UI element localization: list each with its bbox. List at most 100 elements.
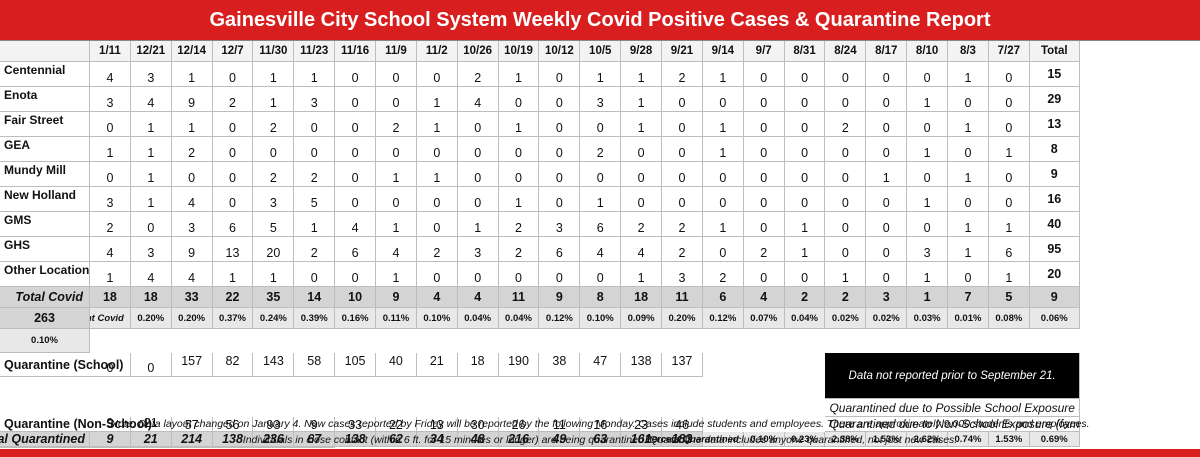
percent-quarantined-cell: 0.74% bbox=[948, 432, 989, 447]
quarantine-school-cell: 58 bbox=[294, 353, 336, 377]
percent-quarantined-cell: 1.53% bbox=[988, 432, 1030, 447]
total-covid-cell: 1 bbox=[907, 287, 949, 308]
case-cell: 4 bbox=[90, 237, 131, 262]
case-cell: 0 bbox=[825, 237, 867, 262]
percent-quarantined-cell: 0.38% bbox=[0, 447, 90, 448]
case-cell: 1 bbox=[253, 87, 295, 112]
quarantine-school-cell: 190 bbox=[498, 353, 540, 377]
quarantine-nonschool-cell: 46 bbox=[662, 417, 703, 432]
case-cell: 6 bbox=[212, 212, 254, 237]
case-cell: 4 bbox=[457, 87, 499, 112]
percent-quarantined-cell: 0.69% bbox=[1029, 432, 1080, 447]
case-cell: 4 bbox=[376, 237, 417, 262]
quarantine-school-cell: 143 bbox=[253, 353, 295, 377]
case-cell: 1 bbox=[784, 212, 826, 237]
percent-covid-cell: 0.20% bbox=[171, 308, 213, 329]
case-cell: 2 bbox=[171, 137, 213, 162]
case-cell: 0 bbox=[743, 112, 785, 137]
percent-covid-cell: 0.04% bbox=[784, 308, 826, 329]
case-cell: 1 bbox=[948, 237, 989, 262]
case-cell: 9 bbox=[171, 237, 213, 262]
case-cell: 1 bbox=[988, 262, 1030, 287]
case-cell: 0 bbox=[416, 262, 458, 287]
case-cell: 0 bbox=[539, 262, 581, 287]
case-cell: 0 bbox=[662, 187, 703, 212]
case-cell: 0 bbox=[539, 87, 581, 112]
week-header: 8/10 bbox=[907, 41, 949, 62]
percent-covid-cell: 0.10% bbox=[416, 308, 458, 329]
note-line-1: Note: Data layout changed on January 4. … bbox=[110, 418, 1090, 430]
case-cell: 0 bbox=[335, 162, 377, 187]
week-header: 12/21 bbox=[130, 41, 172, 62]
case-cell: 0 bbox=[335, 87, 377, 112]
case-cell: 1 bbox=[498, 187, 540, 212]
case-cell: 2 bbox=[662, 62, 703, 87]
case-cell: 0 bbox=[988, 187, 1030, 212]
case-cell: 1 bbox=[294, 212, 336, 237]
case-cell: 1 bbox=[580, 62, 622, 87]
case-cell: 0 bbox=[743, 212, 785, 237]
quarantine-school-cell: 138 bbox=[621, 353, 663, 377]
week-header: 11/2 bbox=[416, 41, 458, 62]
case-cell: 0 bbox=[539, 112, 581, 137]
percent-quarantined-cell: 2.38% bbox=[825, 432, 867, 447]
case-cell: 0 bbox=[212, 162, 254, 187]
quarantine-nonschool-cell: 23 bbox=[621, 417, 663, 432]
case-cell: 0 bbox=[784, 262, 826, 287]
week-header: 11/30 bbox=[253, 41, 295, 62]
case-cell: 0 bbox=[294, 262, 336, 287]
school-name: New Holland bbox=[0, 187, 90, 212]
case-cell: 1 bbox=[130, 162, 172, 187]
total-quarantined-cell: 63 bbox=[580, 432, 622, 447]
case-cell: 0 bbox=[743, 87, 785, 112]
total-quarantined-cell: 183 bbox=[662, 432, 703, 447]
case-cell: 0 bbox=[498, 87, 540, 112]
case-cell: 0 bbox=[662, 137, 703, 162]
total-covid-cell: 9 bbox=[376, 287, 417, 308]
case-cell: 0 bbox=[907, 162, 949, 187]
case-cell: 3 bbox=[171, 212, 213, 237]
total-header: Total bbox=[1029, 41, 1080, 62]
quarantine-school-cell: 137 bbox=[662, 353, 703, 377]
case-cell: 0 bbox=[866, 87, 908, 112]
case-cell: 0 bbox=[376, 137, 417, 162]
percent-covid-cell: 0.04% bbox=[498, 308, 540, 329]
percent-covid-cell: 0.03% bbox=[907, 308, 949, 329]
quarantine-nonschool-cell: 16 bbox=[580, 417, 622, 432]
week-header: 12/14 bbox=[171, 41, 213, 62]
case-cell: 0 bbox=[825, 162, 867, 187]
case-cell: 0 bbox=[662, 87, 703, 112]
case-cell: 0 bbox=[212, 137, 254, 162]
percent-covid-cell: 0.07% bbox=[743, 308, 785, 329]
quarantine-nonschool-cell: 57 bbox=[171, 417, 213, 432]
case-cell: 0 bbox=[988, 112, 1030, 137]
school-name: GMS bbox=[0, 212, 90, 237]
case-cell: 0 bbox=[825, 212, 867, 237]
percent-quarantined-cell: 1.79% bbox=[253, 447, 295, 448]
case-cell: 0 bbox=[948, 137, 989, 162]
total-covid-cell: 22 bbox=[212, 287, 254, 308]
case-cell: 0 bbox=[784, 137, 826, 162]
case-cell: 4 bbox=[580, 237, 622, 262]
case-cell: 5 bbox=[294, 187, 336, 212]
case-cell: 0 bbox=[907, 212, 949, 237]
quarantine-nonschool-cell: 26 bbox=[498, 417, 540, 432]
quarantine-school-label: Quarantine (School) bbox=[0, 353, 123, 377]
school-name: GEA bbox=[0, 137, 90, 162]
week-header: 10/12 bbox=[539, 41, 581, 62]
total-covid-label: Total Covid bbox=[0, 287, 90, 308]
school-total: 40 bbox=[1029, 212, 1080, 237]
case-cell: 1 bbox=[376, 212, 417, 237]
percent-quarantined-cell: 2.62% bbox=[907, 432, 949, 447]
case-cell: 1 bbox=[907, 187, 949, 212]
percent-quarantined-cell: 1.53% bbox=[866, 432, 908, 447]
total-quarantined-cell: 21 bbox=[130, 432, 172, 447]
quarantine-nonschool-note: Quarantined due to Non-School Exposure (… bbox=[825, 417, 1080, 432]
case-cell: 0 bbox=[335, 262, 377, 287]
case-cell: 0 bbox=[743, 137, 785, 162]
case-cell: 0 bbox=[376, 87, 417, 112]
case-cell: 0 bbox=[130, 212, 172, 237]
case-cell: 1 bbox=[457, 212, 499, 237]
week-header: 11/23 bbox=[294, 41, 336, 62]
total-quarantined-cell: 138 bbox=[335, 432, 377, 447]
